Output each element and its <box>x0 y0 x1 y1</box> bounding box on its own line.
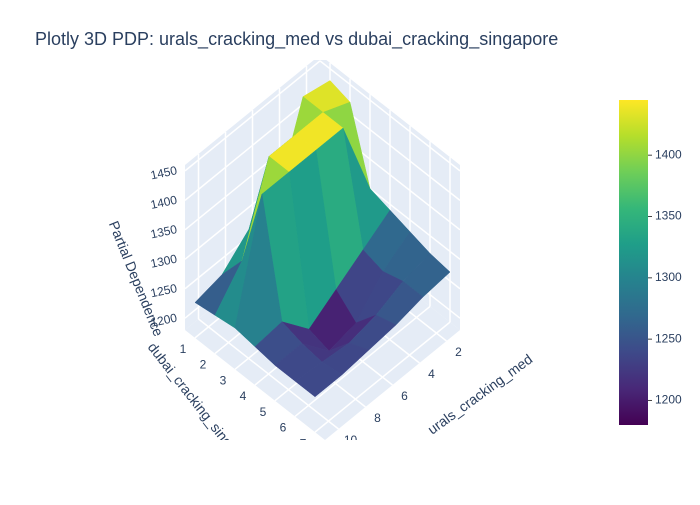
colorbar-tick-label: 1200 <box>655 393 682 407</box>
x-tick-label: 10 <box>344 433 358 447</box>
colorbar-tick-label: 1250 <box>655 331 682 345</box>
y-tick-label: 7 <box>300 436 307 450</box>
grid-line <box>184 89 321 201</box>
z-tick-label: 1250 <box>149 281 178 300</box>
x-tick-label: 2 <box>455 345 462 359</box>
y-tick-label: 3 <box>220 373 227 387</box>
colorbar-gradient <box>619 100 648 425</box>
colorbar-tick-label: 1300 <box>655 270 682 284</box>
colorbar-tick-label: 1350 <box>655 209 682 223</box>
colorbar: 1200 1250 1300 1350 1400 <box>619 100 682 425</box>
grid-line <box>184 60 321 172</box>
x-tick-label: 8 <box>374 411 381 425</box>
grid-line <box>294 305 431 418</box>
y-tick-label: 4 <box>240 389 247 403</box>
z-tick-label: 1450 <box>149 163 178 182</box>
y-tick-label: 5 <box>260 405 267 419</box>
y-tick-label: 1 <box>180 342 187 356</box>
y-tick-label: 6 <box>280 421 287 435</box>
colorbar-tick-label: 1400 <box>655 147 682 161</box>
z-tick-label: 1350 <box>149 222 178 241</box>
z-tick-label: 1400 <box>149 193 178 212</box>
grid-line <box>319 60 461 172</box>
x-axis-title: urals_cracking_med <box>425 351 536 438</box>
surface-patch <box>294 361 343 398</box>
x-tick-label: 6 <box>401 389 408 403</box>
chart-title: Plotly 3D PDP: urals_cracking_med vs dub… <box>35 29 558 50</box>
z-tick-label: 1300 <box>149 252 178 271</box>
scene: 2468101234567120012501300135014001450Par… <box>106 60 536 450</box>
x-tick-label: 4 <box>428 367 435 381</box>
grid-line <box>314 321 451 433</box>
z-tick-label: 1200 <box>149 310 178 329</box>
y-tick-label: 2 <box>200 358 207 372</box>
